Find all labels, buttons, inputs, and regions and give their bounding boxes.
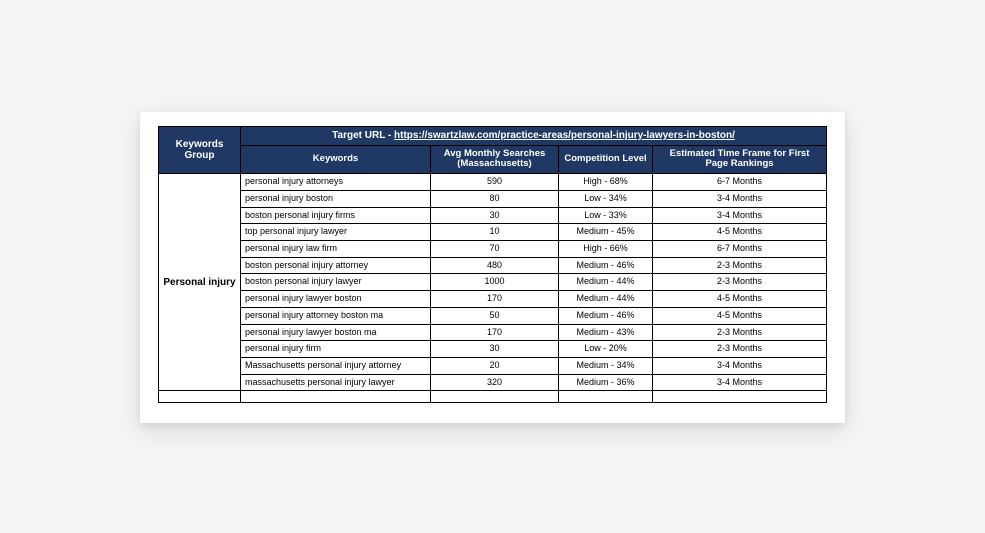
header-keywords: Keywords: [241, 145, 431, 174]
spacer-cell: [653, 391, 827, 403]
header-timeframe: Estimated Time Frame for First Page Rank…: [653, 145, 827, 174]
table-row: boston personal injury firms30Low - 33%3…: [159, 207, 827, 224]
table-row: personal injury firm30Low - 20%2-3 Month…: [159, 341, 827, 358]
spacer-cell: [559, 391, 653, 403]
cell-keyword: top personal injury lawyer: [241, 224, 431, 241]
group-label: Personal injury: [159, 174, 241, 391]
spacer-row: [159, 391, 827, 403]
table-row: massachusetts personal injury lawyer320M…: [159, 374, 827, 391]
cell-avg: 590: [431, 174, 559, 191]
cell-timeframe: 2-3 Months: [653, 257, 827, 274]
header-target-url: Target URL - https://swartzlaw.com/pract…: [241, 127, 827, 146]
table-row: boston personal injury lawyer1000Medium …: [159, 274, 827, 291]
cell-avg: 320: [431, 374, 559, 391]
cell-keyword: personal injury lawyer boston ma: [241, 324, 431, 341]
cell-avg: 170: [431, 291, 559, 308]
cell-keyword: personal injury boston: [241, 191, 431, 208]
cell-avg: 30: [431, 341, 559, 358]
spacer-cell: [431, 391, 559, 403]
keywords-table: Keywords Group Target URL - https://swar…: [158, 126, 827, 403]
cell-competition: Low - 20%: [559, 341, 653, 358]
cell-avg: 70: [431, 241, 559, 258]
cell-avg: 20: [431, 357, 559, 374]
cell-keyword: personal injury firm: [241, 341, 431, 358]
cell-competition: High - 68%: [559, 174, 653, 191]
table-row: personal injury lawyer boston ma170Mediu…: [159, 324, 827, 341]
cell-keyword: personal injury law firm: [241, 241, 431, 258]
table-row: Massachusetts personal injury attorney20…: [159, 357, 827, 374]
cell-keyword: personal injury attorneys: [241, 174, 431, 191]
cell-avg: 50: [431, 307, 559, 324]
cell-avg: 80: [431, 191, 559, 208]
cell-avg: 10: [431, 224, 559, 241]
cell-competition: Medium - 43%: [559, 324, 653, 341]
cell-competition: Medium - 44%: [559, 274, 653, 291]
cell-timeframe: 4-5 Months: [653, 291, 827, 308]
cell-avg: 480: [431, 257, 559, 274]
cell-competition: Medium - 44%: [559, 291, 653, 308]
header-competition: Competition Level: [559, 145, 653, 174]
cell-keyword: personal injury attorney boston ma: [241, 307, 431, 324]
header-avg: Avg Monthly Searches (Massachusetts): [431, 145, 559, 174]
cell-avg: 170: [431, 324, 559, 341]
cell-competition: Low - 34%: [559, 191, 653, 208]
cell-competition: High - 66%: [559, 241, 653, 258]
cell-competition: Medium - 45%: [559, 224, 653, 241]
cell-competition: Medium - 46%: [559, 257, 653, 274]
cell-timeframe: 4-5 Months: [653, 307, 827, 324]
cell-keyword: boston personal injury firms: [241, 207, 431, 224]
cell-timeframe: 3-4 Months: [653, 207, 827, 224]
cell-timeframe: 6-7 Months: [653, 174, 827, 191]
cell-timeframe: 6-7 Months: [653, 241, 827, 258]
table-row: personal injury law firm70High - 66%6-7 …: [159, 241, 827, 258]
table-row: boston personal injury attorney480Medium…: [159, 257, 827, 274]
table-row: Personal injurypersonal injury attorneys…: [159, 174, 827, 191]
table-row: top personal injury lawyer10Medium - 45%…: [159, 224, 827, 241]
cell-timeframe: 2-3 Months: [653, 341, 827, 358]
cell-keyword: Massachusetts personal injury attorney: [241, 357, 431, 374]
spacer-cell: [241, 391, 431, 403]
target-url-prefix: Target URL -: [332, 130, 394, 141]
cell-competition: Medium - 34%: [559, 357, 653, 374]
cell-keyword: boston personal injury lawyer: [241, 274, 431, 291]
cell-keyword: boston personal injury attorney: [241, 257, 431, 274]
cell-timeframe: 3-4 Months: [653, 357, 827, 374]
table-row: personal injury attorney boston ma50Medi…: [159, 307, 827, 324]
cell-competition: Medium - 46%: [559, 307, 653, 324]
target-url-link[interactable]: https://swartzlaw.com/practice-areas/per…: [394, 130, 735, 141]
spacer-cell: [159, 391, 241, 403]
cell-avg: 1000: [431, 274, 559, 291]
keywords-table-card: Keywords Group Target URL - https://swar…: [140, 112, 845, 423]
cell-keyword: massachusetts personal injury lawyer: [241, 374, 431, 391]
cell-keyword: personal injury lawyer boston: [241, 291, 431, 308]
cell-timeframe: 2-3 Months: [653, 274, 827, 291]
cell-competition: Medium - 36%: [559, 374, 653, 391]
cell-timeframe: 3-4 Months: [653, 191, 827, 208]
table-row: personal injury lawyer boston170Medium -…: [159, 291, 827, 308]
cell-avg: 30: [431, 207, 559, 224]
table-row: personal injury boston80Low - 34%3-4 Mon…: [159, 191, 827, 208]
cell-timeframe: 2-3 Months: [653, 324, 827, 341]
header-keywords-group: Keywords Group: [159, 127, 241, 174]
cell-timeframe: 4-5 Months: [653, 224, 827, 241]
cell-competition: Low - 33%: [559, 207, 653, 224]
cell-timeframe: 3-4 Months: [653, 374, 827, 391]
